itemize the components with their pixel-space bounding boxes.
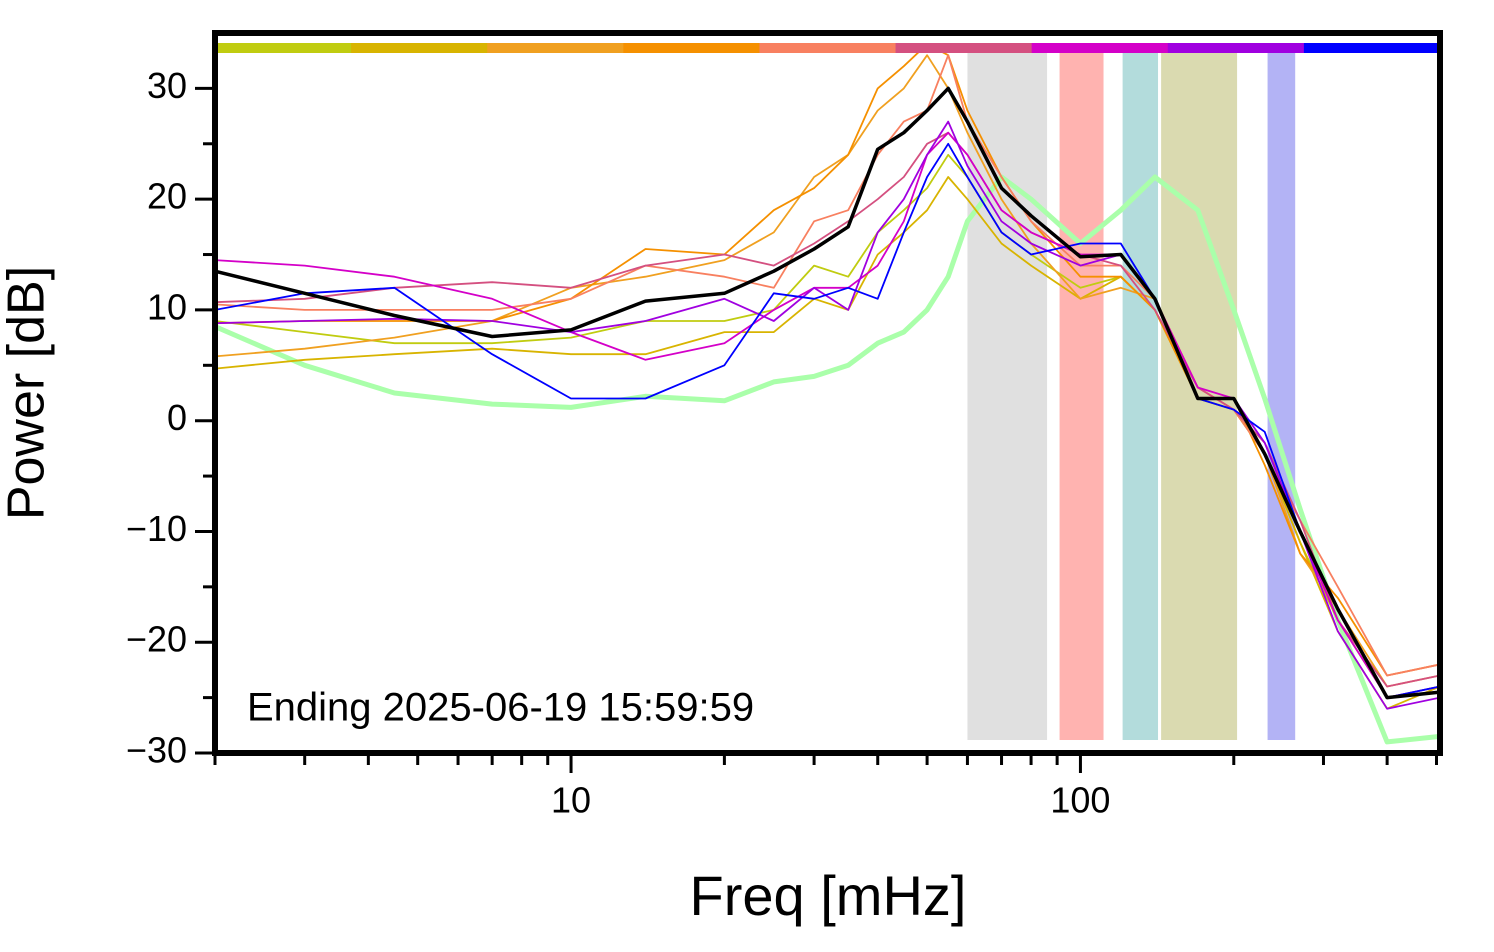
series-line: [215, 86, 1440, 700]
color-bar-segment: [1167, 43, 1305, 53]
series-line: [215, 174, 1440, 745]
y-axis-label: Power [dB]: [0, 266, 56, 520]
series-line: [215, 142, 1440, 699]
plot-frame: [212, 30, 1443, 756]
annotation: Ending 2025-06-19 15:59:59: [247, 686, 754, 730]
y-tick-label: −20: [126, 619, 187, 660]
x-tick-label: 10: [551, 780, 591, 821]
shaded-span: [1122, 53, 1159, 740]
x-axis-label: Freq [mHz]: [690, 864, 967, 927]
y-tick-label: 30: [147, 65, 187, 106]
y-tick-label: 20: [147, 176, 187, 217]
y-tick-label: 10: [147, 286, 187, 327]
color-bar-segment: [1303, 43, 1441, 53]
series-line: [215, 43, 1440, 677]
color-bar-segment: [623, 43, 760, 53]
y-tick-label: −10: [126, 508, 187, 549]
lines: [215, 43, 1440, 745]
shaded-span: [1059, 53, 1104, 740]
shaded-span: [1267, 53, 1296, 740]
color-bar-segment: [759, 43, 897, 53]
x-tick-label: 100: [1050, 780, 1110, 821]
series-line: [215, 120, 1440, 710]
color-bar-segment: [1031, 43, 1169, 53]
color-bar-segment: [351, 43, 488, 53]
series-line: [215, 54, 1440, 677]
color-bar-segment: [487, 43, 624, 53]
color-bar-segment: [215, 43, 352, 53]
series-line: [215, 131, 1440, 688]
y-tick-label: −30: [126, 730, 187, 771]
shaded-span: [967, 53, 1048, 740]
color-bar-segment: [895, 43, 1033, 53]
y-tick-label: 0: [167, 397, 187, 438]
